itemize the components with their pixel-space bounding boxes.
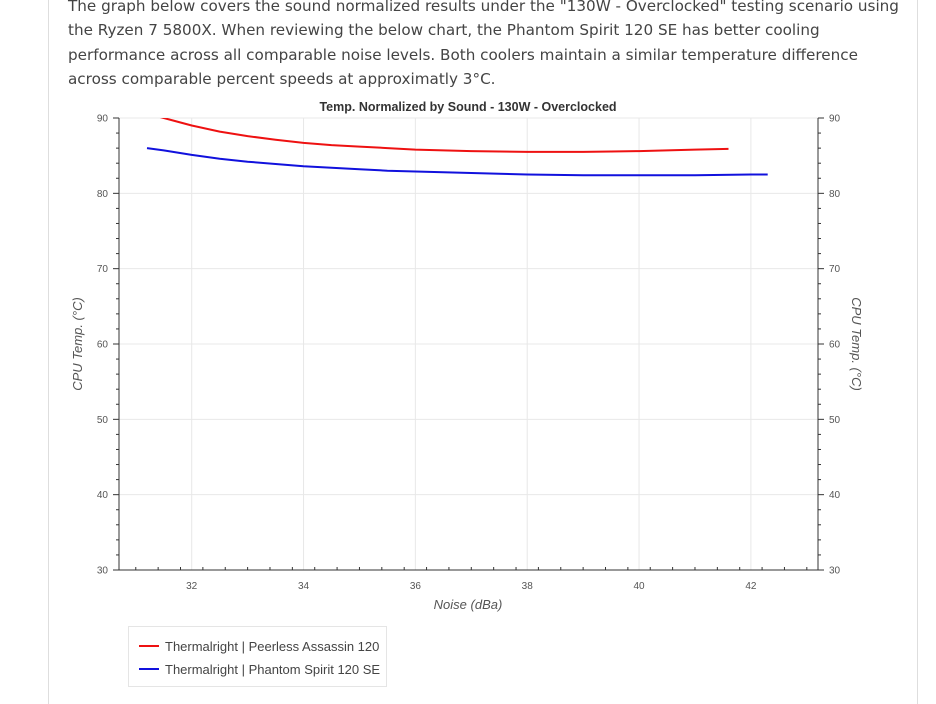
legend-label: Thermalright | Phantom Spirit 120 SE — [165, 661, 381, 677]
y-tick-label-right: 40 — [829, 490, 841, 501]
y-tick-label-right: 30 — [829, 566, 841, 577]
legend-item-peerless[interactable]: Thermalright | Peerless Assassin 120 — [139, 635, 379, 657]
y-tick-label-left: 70 — [97, 264, 109, 275]
x-tick-label: 36 — [410, 581, 422, 592]
y-tick-label-left: 80 — [97, 189, 109, 200]
content-border-left — [48, 0, 49, 704]
x-tick-label: 42 — [745, 581, 757, 592]
x-tick-label: 32 — [186, 581, 198, 592]
series-line-phantom-spirit — [146, 147, 768, 177]
legend-item-phantom[interactable]: Thermalright | Phantom Spirit 120 SE — [139, 658, 380, 680]
chart-title: Temp. Normalized by Sound - 130W - Overc… — [319, 100, 616, 114]
y-tick-label-left: 30 — [97, 566, 109, 577]
legend-swatch-blue — [139, 668, 159, 670]
series-line-peerless-assassin — [159, 118, 729, 153]
series-lines — [146, 118, 768, 177]
axes: 30 30 40 40 50 50 60 60 70 70 80 80 90 90 32 34 36 38 40 42 — [97, 114, 841, 593]
y-axis-label-left: CPU Temp. (°C) — [70, 297, 85, 391]
legend-swatch-red — [139, 645, 159, 647]
legend-label: Thermalright | Peerless Assassin 120 — [165, 638, 380, 654]
y-tick-label-right: 50 — [829, 415, 841, 426]
chart-legend[interactable]: Thermalright | Peerless Assassin 120 The… — [128, 626, 387, 687]
y-tick-label-right: 70 — [829, 264, 841, 275]
intro-paragraph: The graph below covers the sound normali… — [68, 0, 899, 88]
x-tick-label: 38 — [522, 581, 534, 592]
y-tick-label-left: 60 — [97, 340, 109, 351]
y-tick-label-right: 80 — [829, 189, 841, 200]
x-axis-label: Noise (dBa) — [434, 597, 503, 612]
content-border-right — [917, 0, 918, 704]
y-tick-label-left: 40 — [97, 490, 109, 501]
y-tick-label-left: 90 — [97, 114, 109, 125]
x-tick-label: 34 — [298, 581, 310, 592]
y-tick-label-left: 50 — [97, 415, 109, 426]
y-tick-label-right: 90 — [829, 114, 841, 125]
y-axis-label-right: CPU Temp. (°C) — [849, 297, 864, 391]
y-tick-label-right: 60 — [829, 340, 841, 351]
x-tick-label: 40 — [633, 581, 645, 592]
